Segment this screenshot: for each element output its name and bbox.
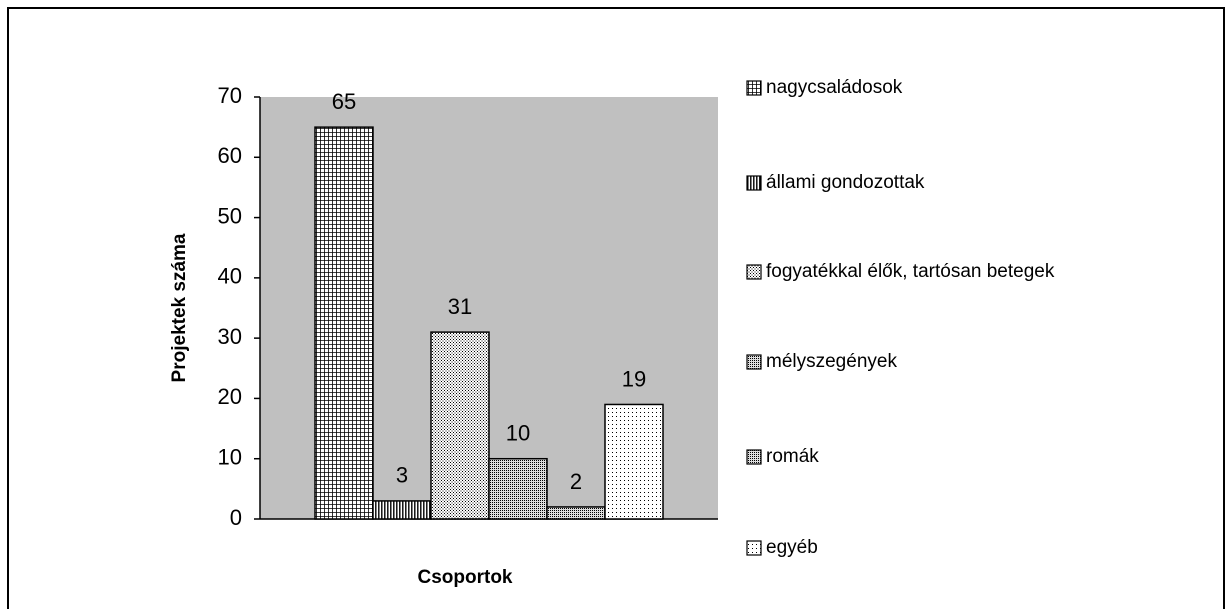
value-label: 3 (396, 463, 408, 488)
legend-swatch (746, 80, 762, 96)
legend-swatch (746, 175, 762, 191)
legend-swatch (746, 540, 762, 556)
value-label: 10 (506, 421, 530, 446)
legend-swatch (746, 354, 762, 370)
legend-label: állami gondozottak (766, 172, 925, 193)
legend-label: mélyszegények (766, 351, 897, 372)
y-tick-label: 40 (218, 264, 242, 289)
y-tick-label: 30 (218, 324, 242, 349)
bar (488, 457, 548, 520)
legend-label: romák (766, 446, 819, 467)
bar (546, 506, 606, 520)
legend-label: egyéb (766, 537, 818, 558)
y-tick-label: 20 (218, 384, 242, 409)
bar (372, 500, 432, 520)
y-tick-label: 10 (218, 445, 242, 470)
y-tick-label: 70 (218, 83, 242, 108)
y-tick-label: 50 (218, 203, 242, 228)
y-tick-label: 0 (230, 505, 242, 530)
value-label: 19 (622, 366, 646, 391)
bar (314, 126, 374, 520)
frame (7, 7, 1225, 609)
legend-label: nagycsaládosok (766, 77, 903, 98)
x-axis-title: Csoportok (418, 567, 513, 588)
legend-swatch (746, 449, 762, 465)
value-label: 2 (570, 469, 582, 494)
y-axis-title: Projektek száma (169, 233, 190, 382)
y-tick-label: 60 (218, 143, 242, 168)
bar (604, 403, 664, 520)
value-label: 65 (332, 89, 356, 114)
bar (430, 331, 490, 520)
value-label: 31 (448, 294, 472, 319)
legend-label: fogyatékkal élők, tartósan betegek (766, 261, 1055, 282)
legend-swatch (746, 264, 762, 280)
